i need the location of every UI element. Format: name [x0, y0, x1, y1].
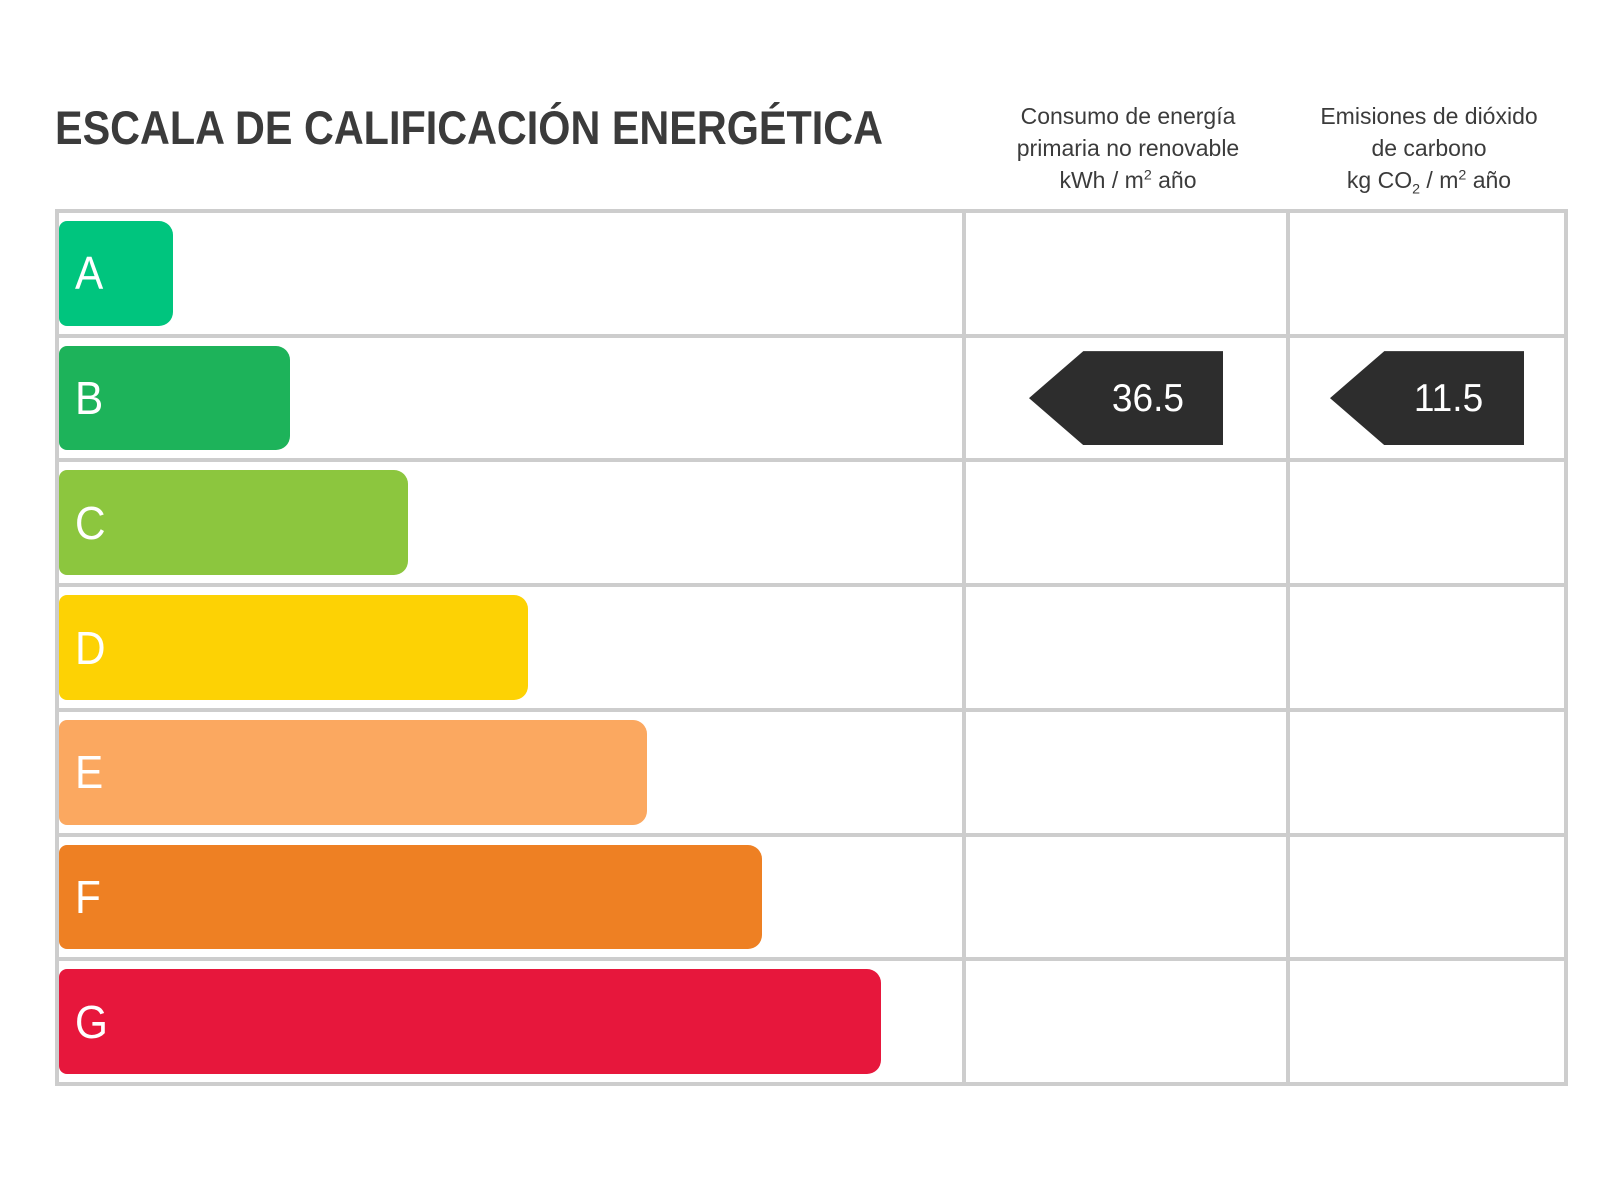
rating-table: A B 36.5 11.5: [55, 209, 1568, 1086]
consumption-cell-d: [962, 587, 1286, 708]
consumption-cell-a: [962, 213, 1286, 334]
rating-bar-e: E: [59, 719, 647, 825]
rating-row-g: G: [59, 961, 1564, 1083]
consumption-cell-b: 36.5: [962, 337, 1286, 459]
page-title: ESCALA DE CALIFICACIÓN ENERGÉTICA: [55, 101, 883, 154]
consumption-value: 36.5: [1111, 376, 1185, 420]
rating-row-c: C: [59, 462, 1564, 588]
rating-bar-c: C: [59, 470, 409, 576]
rating-bar-cell-c: C: [59, 462, 962, 583]
rating-bar-cell-a: A: [59, 213, 962, 334]
column-header-consumption: Consumo de energía primaria no renovable…: [966, 100, 1290, 196]
rating-letter-e: E: [75, 746, 104, 799]
consumption-value-marker: 36.5: [1029, 351, 1223, 446]
rating-letter-b: B: [75, 372, 104, 425]
emissions-header-line2: de carbono: [1371, 135, 1487, 161]
rating-bar-f: F: [59, 844, 763, 950]
column-header-emissions: Emisiones de dióxido de carbono kg CO2 /…: [1290, 100, 1568, 198]
consumption-cell-g: [962, 961, 1286, 1083]
consumption-cell-e: [962, 711, 1286, 833]
rating-letter-c: C: [75, 496, 106, 549]
consumption-header-line2: primaria no renovable: [1016, 135, 1240, 161]
consumption-unit: kWh / m2 año: [1059, 167, 1197, 193]
rating-bar-a: A: [59, 221, 173, 326]
rating-bar-cell-d: D: [59, 587, 962, 708]
rating-row-e: E: [59, 711, 1564, 837]
emissions-unit: kg CO2 / m2 año: [1346, 167, 1512, 198]
emissions-cell-c: [1286, 462, 1564, 584]
emissions-cell-g: [1286, 961, 1564, 1083]
emissions-cell-b: 11.5: [1286, 337, 1564, 459]
rating-bar-cell-f: F: [59, 837, 962, 958]
rating-row-d: D: [59, 587, 1564, 712]
rating-letter-a: A: [75, 247, 104, 300]
rating-row-b: B 36.5 11.5: [59, 337, 1564, 463]
emissions-cell-d: [1286, 587, 1564, 708]
emissions-cell-f: [1286, 836, 1564, 958]
emissions-value-marker: 11.5: [1330, 351, 1524, 446]
rating-letter-g: G: [75, 995, 108, 1048]
emissions-header-line1: Emisiones de dióxido: [1320, 103, 1538, 129]
consumption-header-line1: Consumo de energía: [1020, 103, 1236, 129]
consumption-cell-f: [962, 836, 1286, 958]
rating-bar-d: D: [59, 595, 528, 700]
consumption-cell-c: [962, 462, 1286, 584]
rating-bar-b: B: [59, 345, 291, 451]
rating-bar-cell-e: E: [59, 712, 962, 833]
rating-letter-f: F: [75, 870, 101, 923]
rating-bar-cell-b: B: [59, 338, 962, 459]
emissions-value: 11.5: [1414, 376, 1484, 420]
rating-letter-d: D: [75, 621, 106, 674]
rating-bar-cell-g: G: [59, 961, 962, 1082]
rating-row-a: A: [59, 213, 1564, 338]
emissions-cell-a: [1286, 213, 1564, 334]
rating-bar-g: G: [59, 969, 881, 1075]
emissions-cell-e: [1286, 711, 1564, 833]
rating-row-f: F: [59, 836, 1564, 962]
